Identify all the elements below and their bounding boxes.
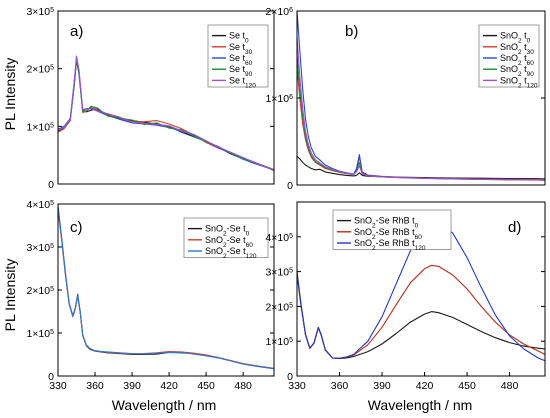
y-axis-label-bottom: PL Intensity bbox=[2, 259, 18, 332]
y-tick-label: 0 bbox=[287, 371, 293, 383]
y-tick-label: 0 bbox=[287, 180, 293, 192]
legend-entry: SnO2-Se RhB t120 bbox=[354, 238, 426, 252]
legend-entry: Se t60 bbox=[229, 53, 253, 67]
axes-frame bbox=[57, 10, 275, 185]
panel-letter: b) bbox=[345, 23, 358, 40]
x-tick-label: 360 bbox=[331, 380, 349, 392]
x-tick-label: 360 bbox=[86, 380, 104, 392]
series-line-2 bbox=[297, 218, 545, 362]
legend-entry: SnO2-Se t120 bbox=[205, 246, 257, 260]
y-tick-label: 2×105 bbox=[26, 64, 54, 76]
legend-entry: SnO2 t0 bbox=[500, 31, 531, 45]
x-tick-label: 480 bbox=[501, 380, 519, 392]
series-line-4 bbox=[297, 37, 545, 181]
y-tick-label: 3×105 bbox=[26, 242, 54, 254]
axes-frame bbox=[296, 201, 546, 377]
legend-box bbox=[332, 209, 452, 250]
legend-entry: SnO2 t120 bbox=[500, 75, 538, 89]
legend-entry: SnO2-Se RhB t60 bbox=[354, 227, 422, 241]
y-tick-label: 1×105 bbox=[265, 336, 293, 348]
legend-entry: SnO2-Se t0 bbox=[205, 224, 250, 238]
legend-entry: SnO2 t90 bbox=[500, 64, 534, 78]
x-tick-label: 330 bbox=[49, 380, 67, 392]
legend-entry: SnO2-Se t60 bbox=[205, 235, 253, 249]
y-tick-label: 1×105 bbox=[26, 121, 54, 133]
legend-entry: Se t0 bbox=[229, 31, 249, 45]
y-tick-label: 2×105 bbox=[26, 285, 54, 297]
y-tick-label: 0 bbox=[48, 371, 54, 383]
legend-entry: SnO2 t60 bbox=[500, 53, 534, 67]
y-tick-label: 1×105 bbox=[26, 328, 54, 340]
x-tick-label: 480 bbox=[234, 380, 252, 392]
x-axis-label-right: Wavelength / nm bbox=[368, 397, 473, 413]
y-tick-label: 2×105 bbox=[265, 301, 293, 313]
x-tick-label: 330 bbox=[288, 380, 306, 392]
panel-letter: c) bbox=[70, 219, 83, 236]
y-axis-label-top: PL Intensity bbox=[2, 58, 18, 131]
y-tick-label: 4×105 bbox=[265, 232, 293, 244]
panel-letter: d) bbox=[508, 219, 521, 236]
series-line-0 bbox=[297, 155, 545, 180]
x-tick-label: 390 bbox=[373, 380, 391, 392]
series-line-1 bbox=[297, 264, 545, 359]
x-tick-label: 450 bbox=[458, 380, 476, 392]
y-tick-label: 2×106 bbox=[265, 6, 293, 18]
x-tick-label: 420 bbox=[160, 380, 178, 392]
series-line-4 bbox=[58, 55, 274, 171]
panel-letter: a) bbox=[70, 23, 83, 40]
legend-entry: SnO2 t30 bbox=[500, 42, 534, 56]
y-tick-label: 0 bbox=[48, 179, 54, 191]
panel-c: 0 1×105 2×105 3×105 4×105 330 360 390 420 450 480 c… bbox=[26, 199, 275, 392]
series-line-2 bbox=[58, 208, 274, 370]
y-tick-label: 3×105 bbox=[26, 6, 54, 18]
series-line-0 bbox=[297, 271, 545, 360]
x-axis-label-left: Wavelength / nm bbox=[112, 397, 217, 413]
y-tick-label: 4×105 bbox=[26, 199, 54, 211]
x-tick-label: 390 bbox=[123, 380, 141, 392]
panel-d: 0 1×105 2×105 3×105 4×105 330 360 390 420 450 480 d… bbox=[265, 201, 546, 392]
legend-entry: Se t90 bbox=[229, 64, 253, 78]
y-tick-label: 1×106 bbox=[265, 93, 293, 105]
legend-entry: Se t120 bbox=[229, 75, 256, 89]
x-tick-label: 420 bbox=[416, 380, 434, 392]
legend-entry: Se t30 bbox=[229, 42, 253, 56]
legend-entry: SnO2-Se RhB t0 bbox=[354, 216, 419, 230]
y-tick-label: 3×105 bbox=[265, 267, 293, 279]
x-tick-label: 450 bbox=[197, 380, 215, 392]
